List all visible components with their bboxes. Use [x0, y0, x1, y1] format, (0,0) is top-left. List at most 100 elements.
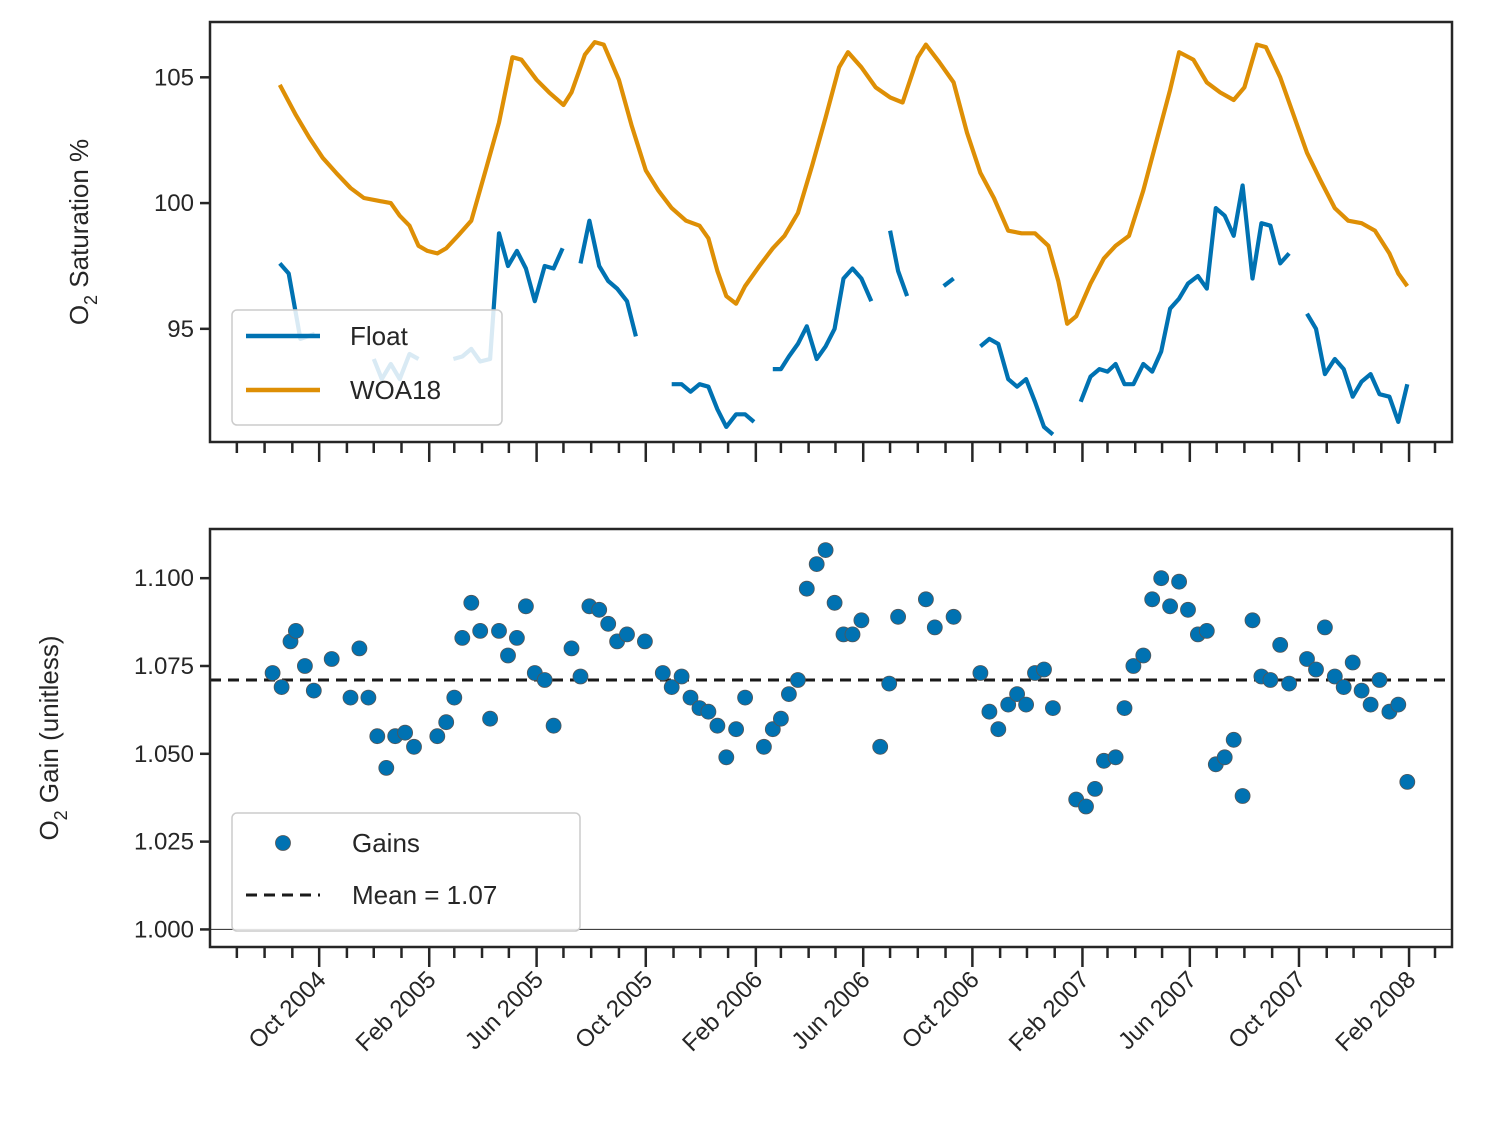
gain-point	[718, 749, 735, 766]
y-tick-label: 1.025	[134, 829, 194, 856]
gain-point	[1000, 696, 1017, 713]
gain-point	[1216, 749, 1233, 766]
gain-point	[637, 633, 653, 650]
gain-point	[945, 608, 962, 625]
gain-point	[798, 580, 815, 597]
gain-point	[1171, 573, 1187, 590]
gain-point	[1144, 591, 1161, 608]
gain-point	[342, 689, 359, 706]
gain-point	[972, 665, 989, 681]
gain-point	[663, 679, 680, 695]
gain-point	[1244, 612, 1261, 629]
gain-point	[500, 647, 516, 664]
gain-point	[817, 542, 834, 558]
float-line-segment	[772, 266, 874, 372]
gain-point	[600, 615, 617, 632]
y-tick-label: 1.050	[134, 741, 194, 768]
y-tick-label: 100	[154, 190, 194, 217]
gain-point	[1036, 661, 1052, 678]
gain-point	[454, 630, 471, 646]
saturation-plot-frame	[208, 20, 1454, 444]
gain-point	[1125, 658, 1142, 674]
gain-point	[619, 626, 635, 643]
gain-point	[491, 623, 507, 639]
gain-point	[981, 703, 998, 720]
float-line-segment	[1305, 312, 1410, 424]
legend-gains-label: Gains	[352, 828, 420, 858]
gain-point	[872, 738, 889, 755]
float-line-segment	[671, 382, 756, 429]
gain-point	[1018, 696, 1034, 713]
y-tick-label: 1.100	[134, 565, 194, 592]
gain-point	[1107, 749, 1124, 766]
gain-point	[700, 703, 717, 720]
gain-plot-frame	[208, 527, 1454, 949]
gain-point	[728, 721, 744, 738]
gain-plot-area	[210, 542, 1452, 930]
gain-point	[536, 672, 553, 688]
gain-point	[287, 623, 304, 639]
gain-point	[572, 668, 589, 685]
gain-point	[709, 717, 726, 734]
gain-point	[563, 640, 580, 657]
gain-point	[472, 623, 489, 639]
float-line-segment	[1078, 183, 1291, 403]
gain-point	[1353, 682, 1370, 699]
gain-point	[682, 689, 699, 706]
gain-point	[1198, 623, 1215, 639]
saturation-plot: 95 100 105 O2 Saturation % Float WOA18	[64, 20, 1454, 462]
gain-y-ticks: 1.000 1.025 1.050 1.075 1.100	[134, 565, 210, 943]
gain-point	[323, 651, 340, 667]
gain-point	[360, 689, 377, 706]
gain-point	[890, 608, 906, 625]
gain-point	[264, 665, 281, 681]
float-line-segment	[888, 230, 910, 297]
gain-point	[654, 665, 671, 681]
gain-point	[482, 710, 499, 727]
saturation-legend: Float WOA18	[231, 309, 503, 426]
gain-point	[1009, 686, 1025, 702]
gain-point	[737, 689, 753, 706]
gain-point	[305, 682, 322, 699]
gain-point	[397, 724, 414, 741]
gain-point	[273, 679, 290, 695]
gain-legend-box	[231, 812, 581, 932]
gain-y-axis-label: O2 Gain (unitless)	[34, 635, 71, 840]
gain-point	[1272, 637, 1289, 653]
gain-point	[1308, 661, 1324, 678]
legend-gains-marker	[275, 835, 291, 851]
legend-mean-label: Mean = 1.07	[352, 880, 497, 910]
gain-point	[1225, 731, 1242, 748]
gain-point	[378, 760, 395, 776]
gain-point	[1234, 788, 1251, 804]
saturation-x-ticks	[235, 442, 1437, 462]
gain-point	[1390, 696, 1407, 713]
saturation-legend-box	[231, 309, 503, 426]
gain-point	[773, 710, 789, 727]
legend-float-label: Float	[350, 321, 409, 351]
gain-point	[1153, 570, 1170, 587]
gain-point	[351, 640, 368, 657]
gain-point	[463, 594, 480, 611]
gain-point	[438, 714, 455, 731]
gain-point	[1371, 672, 1388, 688]
gain-legend: Gains Mean = 1.07	[231, 812, 581, 932]
woa18-line	[277, 40, 1410, 326]
gain-point	[1281, 675, 1297, 692]
gain-point	[296, 658, 313, 674]
gain-point	[826, 594, 843, 611]
y-tick-label: 1.000	[134, 916, 194, 943]
gain-point	[1045, 700, 1061, 716]
gain-point	[1362, 696, 1379, 713]
gain-point	[990, 721, 1007, 738]
gain-point	[764, 721, 781, 738]
gain-point	[1344, 654, 1361, 671]
gain-point	[545, 717, 562, 734]
gain-point	[518, 598, 534, 615]
gain-point	[844, 626, 861, 643]
gain-point	[756, 738, 772, 755]
gain-point	[673, 668, 690, 685]
y-tick-label: 95	[167, 316, 194, 343]
saturation-y-ticks: 95 100 105	[154, 64, 210, 343]
